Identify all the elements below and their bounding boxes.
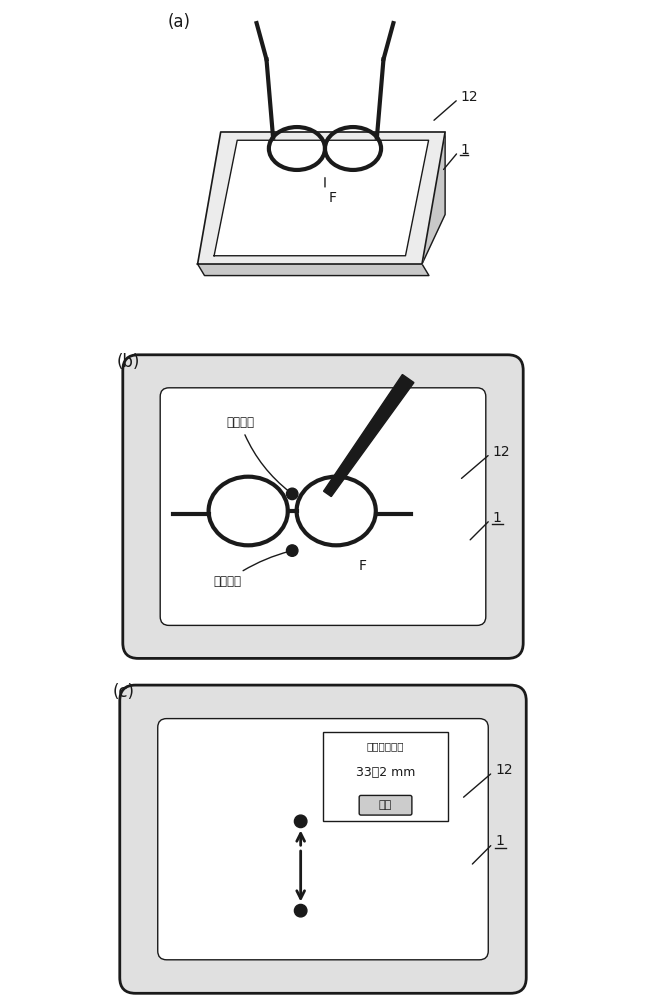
Polygon shape bbox=[198, 132, 445, 264]
Text: 1: 1 bbox=[492, 511, 501, 525]
Text: 1: 1 bbox=[495, 834, 504, 848]
Text: 鸡適縱向寬度: 鸡適縱向寬度 bbox=[367, 741, 404, 751]
Text: 按下部分: 按下部分 bbox=[213, 551, 289, 588]
Text: 12: 12 bbox=[492, 445, 510, 459]
Polygon shape bbox=[324, 375, 414, 497]
FancyBboxPatch shape bbox=[158, 719, 488, 960]
FancyBboxPatch shape bbox=[120, 685, 526, 993]
Circle shape bbox=[286, 488, 298, 500]
Text: 按下部分: 按下部分 bbox=[226, 416, 290, 492]
Text: 33．2 mm: 33．2 mm bbox=[356, 766, 415, 778]
FancyBboxPatch shape bbox=[160, 388, 486, 625]
Text: 12: 12 bbox=[495, 763, 512, 777]
Circle shape bbox=[295, 815, 307, 828]
Circle shape bbox=[286, 545, 298, 556]
FancyBboxPatch shape bbox=[323, 732, 448, 821]
Polygon shape bbox=[198, 264, 429, 276]
Circle shape bbox=[295, 904, 307, 917]
Text: 確定: 確定 bbox=[379, 800, 392, 810]
Polygon shape bbox=[422, 132, 445, 264]
Text: (c): (c) bbox=[113, 683, 135, 701]
Text: 12: 12 bbox=[460, 90, 477, 104]
Text: F: F bbox=[328, 191, 337, 205]
Text: (a): (a) bbox=[168, 13, 191, 31]
Text: 1: 1 bbox=[460, 143, 469, 157]
FancyBboxPatch shape bbox=[123, 355, 523, 658]
Polygon shape bbox=[214, 140, 428, 256]
Text: (b): (b) bbox=[116, 353, 140, 371]
FancyBboxPatch shape bbox=[359, 795, 412, 815]
Text: F: F bbox=[358, 559, 366, 573]
